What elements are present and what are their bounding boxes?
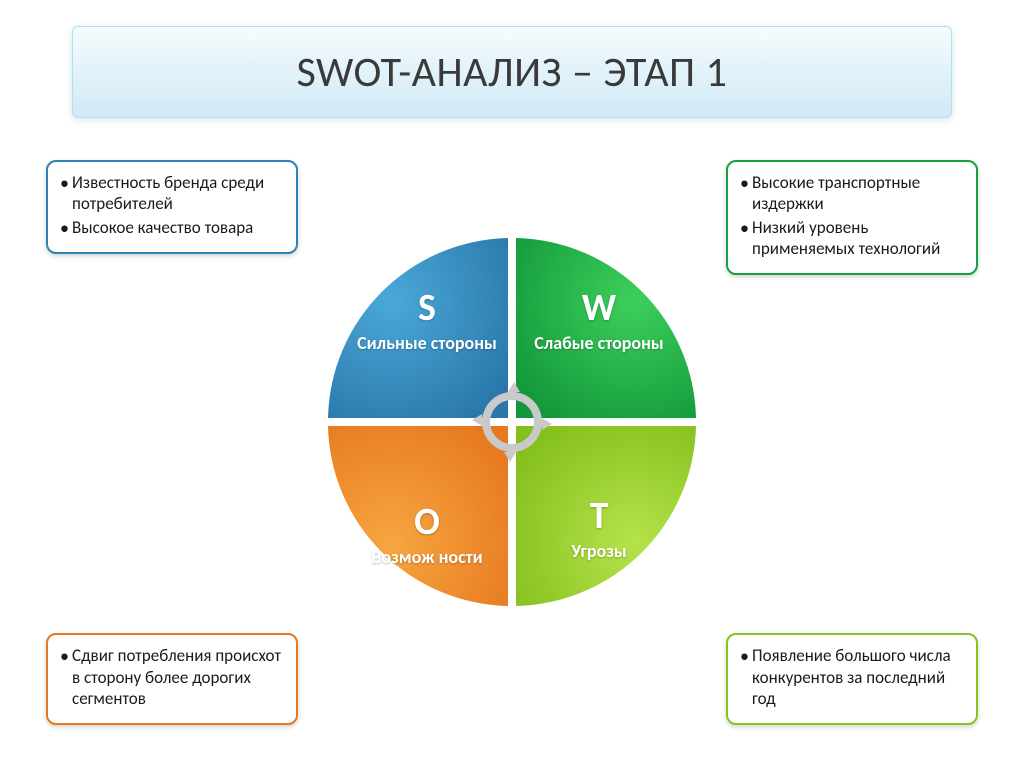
list-item: Известность бренда среди потребителей: [60, 172, 284, 215]
callout-s: Известность бренда среди потребителей Вы…: [46, 160, 298, 254]
callout-t: Появление большого числа конкурентов за …: [726, 633, 978, 725]
callout-w: Высокие транспортные издержки Низкий уро…: [726, 160, 978, 275]
page-title: SWOT-АНАЛИЗ – ЭТАП 1: [297, 47, 728, 98]
segment-label-s: S Сильные стороны: [352, 288, 502, 354]
title-panel: SWOT-АНАЛИЗ – ЭТАП 1: [72, 26, 952, 118]
word-t: Угрозы: [524, 542, 674, 562]
list-item: Появление большого числа конкурентов за …: [740, 645, 964, 709]
list-item: Сдвиг потребления происхот в сторону бол…: [60, 645, 284, 709]
segment-label-t: T Угрозы: [524, 496, 674, 562]
list-item: Высокое качество товара: [60, 217, 284, 238]
letter-o: O: [352, 502, 502, 544]
segment-label-w: W Слабые стороны: [524, 288, 674, 354]
letter-s: S: [352, 288, 502, 330]
word-w: Слабые стороны: [524, 334, 674, 354]
callout-o: Сдвиг потребления происхот в сторону бол…: [46, 633, 298, 725]
letter-t: T: [524, 496, 674, 538]
word-s: Сильные стороны: [352, 334, 502, 354]
letter-w: W: [524, 288, 674, 330]
list-item: Высокие транспортные издержки: [740, 172, 964, 215]
segment-label-o: O Возмож ности: [352, 502, 502, 568]
word-o: Возмож ности: [352, 548, 502, 568]
list-item: Низкий уровень применяемых технологий: [740, 217, 964, 260]
swot-pie: S Сильные стороны W Слабые стороны O Воз…: [322, 232, 702, 612]
